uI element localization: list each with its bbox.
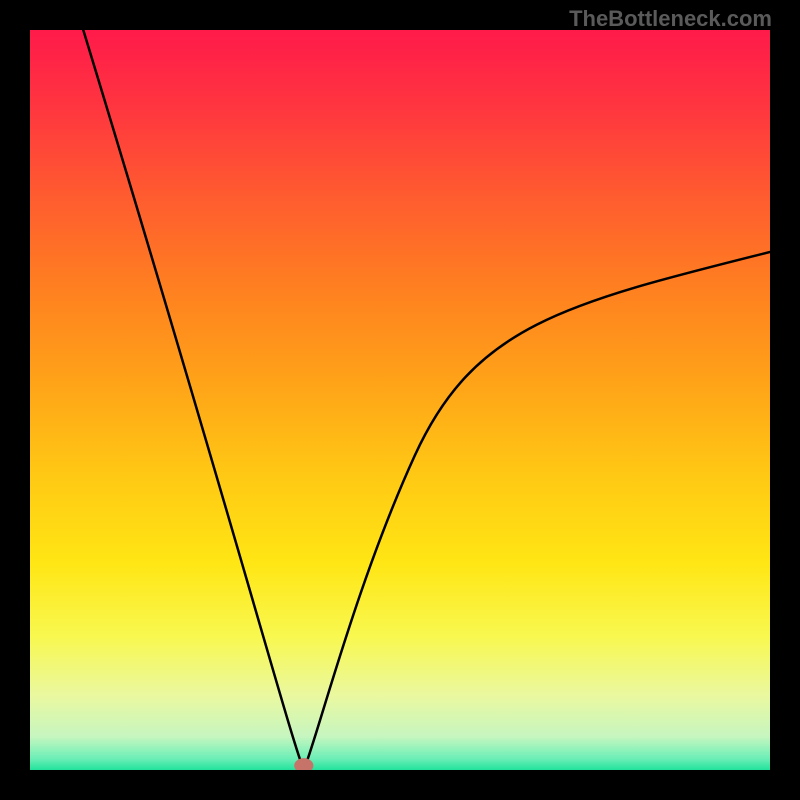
chart-frame: TheBottleneck.com: [0, 0, 800, 800]
gradient-background: [30, 30, 770, 770]
plot-svg: [30, 30, 770, 770]
watermark-text: TheBottleneck.com: [569, 6, 772, 32]
plot-area: [30, 30, 770, 770]
